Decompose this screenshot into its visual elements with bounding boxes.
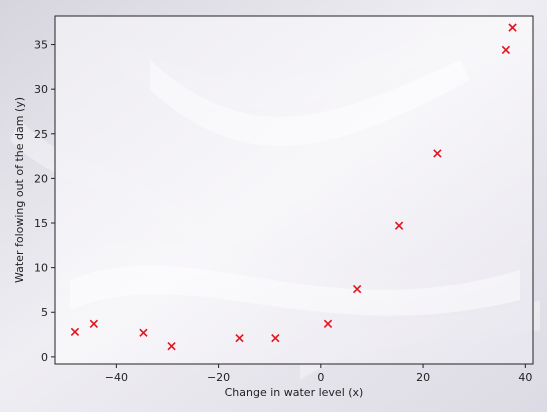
data-point [394,221,404,230]
data-point [139,328,148,337]
x-axis-label: Change in water level (x) [225,386,364,399]
y-tick-label: 20 [34,172,48,185]
y-tick-label: 15 [34,217,48,230]
y-tick-label: 25 [34,128,48,141]
x-tick-label: −40 [105,371,128,384]
x-tick-label: 0 [317,371,324,384]
y-tick-label: 5 [41,306,48,319]
x-tick-label: 20 [416,371,430,384]
data-point [70,327,80,337]
data-point [352,284,362,294]
data-point [433,149,442,158]
data-point [89,319,99,329]
y-tick-label: 30 [34,83,48,96]
data-point [235,333,244,343]
data-point [167,341,176,351]
data-point [501,45,511,55]
y-tick-label: 0 [41,351,48,364]
y-tick-label: 35 [34,39,48,52]
plot-texture [70,60,520,316]
y-axis-label: Water folowing out of the dam (y) [13,97,26,283]
data-point [323,319,333,329]
y-tick-label: 10 [34,262,48,275]
axes: −40 −20 0 20 40 0 5 10 15 20 25 30 35 [34,39,532,384]
plot-area [55,16,533,364]
x-tick-label: −20 [207,371,230,384]
data-point [508,23,517,32]
data-point [271,333,280,343]
scatter-points [70,23,517,351]
x-tick-label: 40 [518,371,532,384]
plot-frame [54,15,534,365]
